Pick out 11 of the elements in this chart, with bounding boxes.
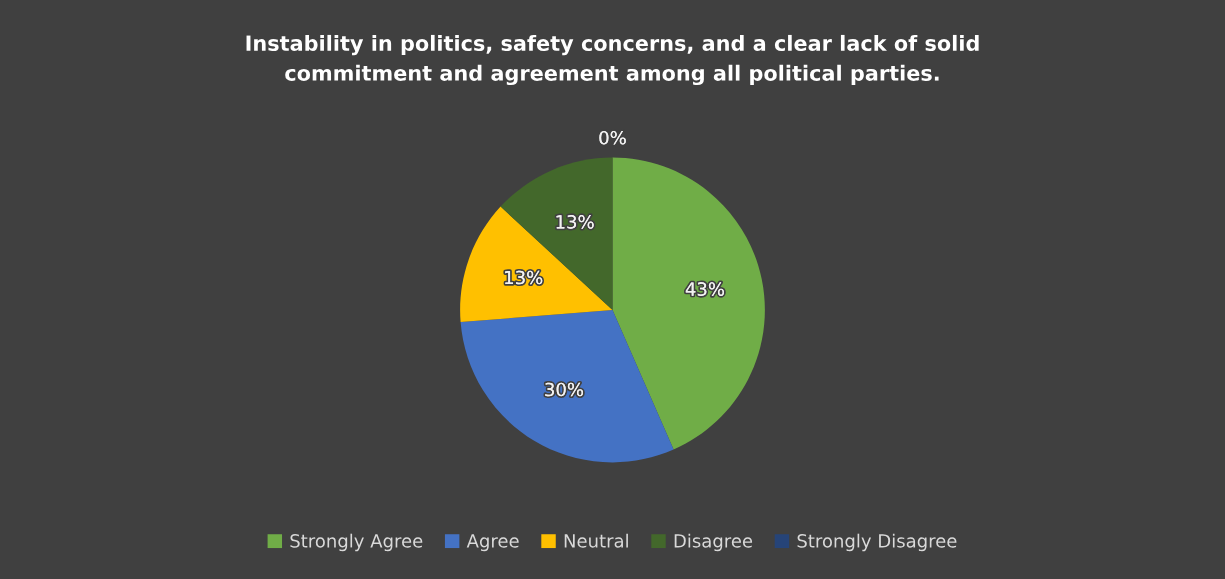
chart-title: Instability in politics, safety concerns, and a clear lack of solid commitment and agreement among all political parties. bbox=[246, 34, 979, 86]
data-label: 30% bbox=[545, 382, 584, 397]
legend-label: Disagree bbox=[674, 533, 753, 552]
data-label: 13% bbox=[505, 270, 543, 285]
legend-label: Neutral bbox=[564, 533, 628, 548]
data-label: 13% bbox=[556, 215, 594, 229]
data-label: 43% bbox=[685, 282, 725, 296]
legend-label: Agree bbox=[466, 534, 519, 552]
legend-label: Strongly Disagree bbox=[797, 533, 957, 552]
legend-label: Strongly Agree bbox=[290, 533, 423, 552]
text: 0% bbox=[599, 130, 626, 145]
